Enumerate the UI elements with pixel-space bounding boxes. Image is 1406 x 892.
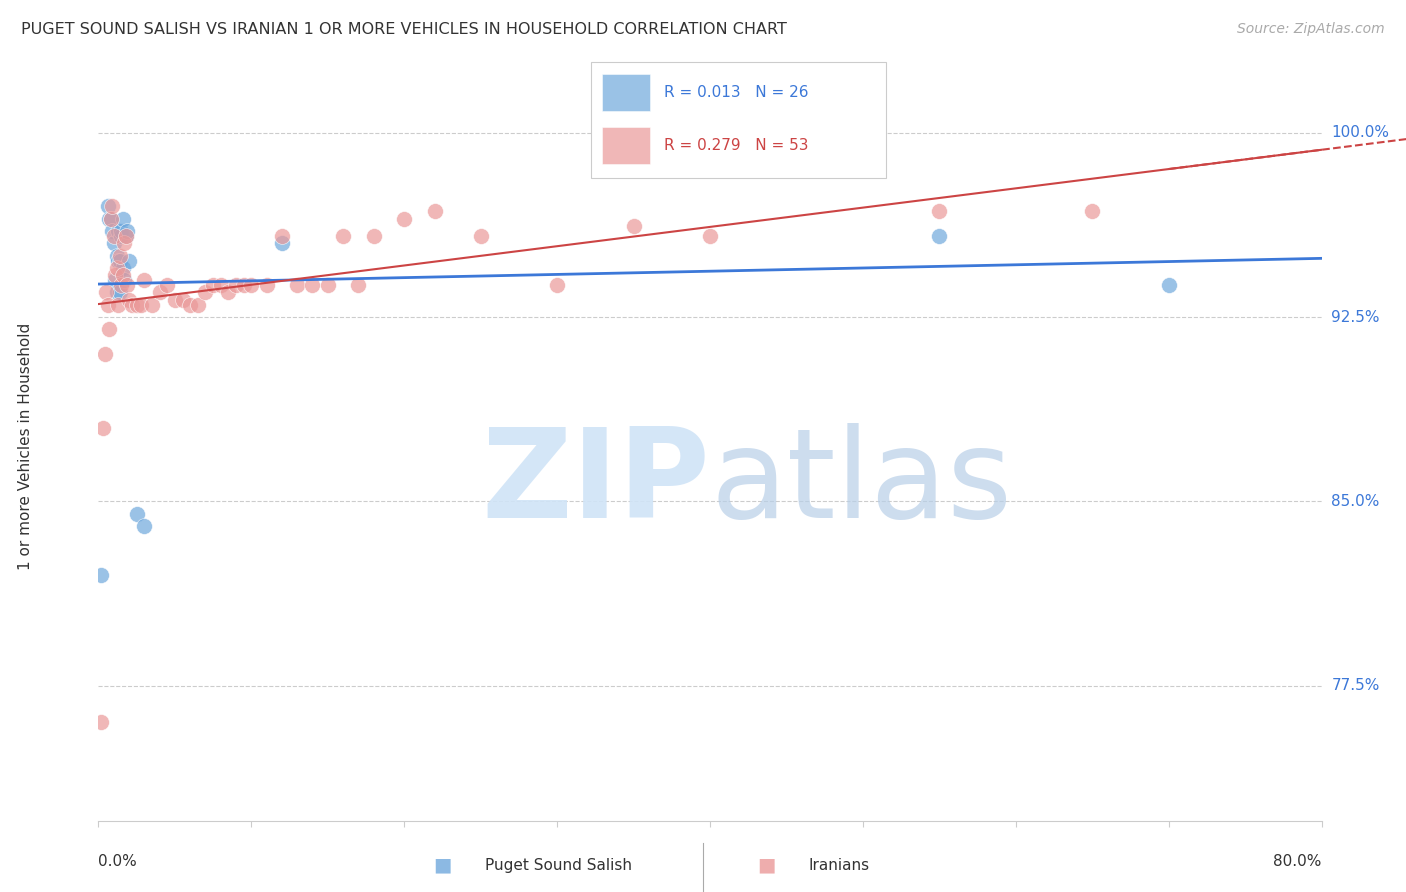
Point [209, 278, 232, 293]
Point [699, 229, 721, 244]
Point [121, 298, 143, 312]
Point [97, 298, 120, 312]
Point [103, 229, 125, 244]
Text: 77.5%: 77.5% [1331, 678, 1379, 693]
FancyBboxPatch shape [602, 128, 650, 164]
Point [134, 273, 156, 287]
Point [172, 293, 194, 307]
Text: 80.0%: 80.0% [1274, 855, 1322, 870]
Point [928, 204, 950, 219]
Point [202, 278, 225, 293]
Text: 100.0%: 100.0% [1331, 125, 1389, 140]
Point [1157, 278, 1180, 293]
Text: 92.5%: 92.5% [1331, 310, 1379, 325]
Point [928, 229, 950, 244]
Point [112, 273, 135, 287]
Point [332, 229, 354, 244]
Point [1081, 204, 1104, 219]
Point [98, 211, 121, 226]
Point [194, 285, 217, 300]
Point [101, 224, 124, 238]
Point [125, 507, 148, 521]
Point [270, 229, 292, 244]
Point [256, 278, 278, 293]
FancyBboxPatch shape [591, 62, 886, 178]
Point [270, 236, 292, 251]
Text: Iranians: Iranians [808, 858, 869, 872]
Point [111, 260, 134, 275]
Point [105, 249, 128, 263]
Point [110, 224, 132, 238]
Point [347, 278, 370, 293]
Text: 0.0%: 0.0% [98, 855, 138, 870]
Point [105, 260, 128, 275]
Text: Puget Sound Salish: Puget Sound Salish [485, 858, 633, 872]
Text: ■: ■ [756, 855, 776, 875]
Point [112, 236, 135, 251]
Point [108, 249, 131, 263]
Point [163, 293, 186, 307]
Point [156, 278, 179, 293]
Text: 1 or more Vehicles in Household: 1 or more Vehicles in Household [17, 322, 32, 570]
Point [316, 278, 339, 293]
Text: 85.0%: 85.0% [1331, 494, 1379, 508]
Text: Source: ZipAtlas.com: Source: ZipAtlas.com [1237, 22, 1385, 37]
Point [115, 229, 138, 244]
Point [93, 347, 115, 361]
Point [110, 229, 132, 244]
FancyBboxPatch shape [602, 74, 650, 112]
Text: ZIP: ZIP [481, 423, 710, 544]
Point [115, 229, 138, 244]
Point [98, 322, 121, 336]
Point [285, 278, 308, 293]
Point [423, 204, 446, 219]
Point [546, 278, 568, 293]
Point [240, 278, 263, 293]
Point [108, 285, 131, 300]
Point [187, 298, 209, 312]
Point [470, 229, 492, 244]
Point [104, 268, 127, 283]
Point [125, 298, 148, 312]
Point [134, 519, 156, 533]
Point [100, 211, 122, 226]
Point [217, 285, 239, 300]
Point [101, 199, 124, 213]
Point [232, 278, 254, 293]
Text: R = 0.013   N = 26: R = 0.013 N = 26 [665, 85, 808, 100]
Point [117, 224, 139, 238]
Point [225, 278, 247, 293]
Point [117, 278, 139, 293]
Point [107, 298, 129, 312]
Text: R = 0.279   N = 53: R = 0.279 N = 53 [665, 138, 808, 153]
Text: atlas: atlas [710, 423, 1012, 544]
Point [179, 298, 201, 312]
Point [90, 568, 112, 582]
Point [111, 268, 134, 283]
Point [104, 273, 127, 287]
Point [141, 298, 163, 312]
Point [111, 211, 134, 226]
Point [392, 211, 416, 226]
Point [97, 199, 120, 213]
Point [129, 298, 152, 312]
Point [301, 278, 323, 293]
Point [91, 420, 114, 434]
Point [118, 253, 141, 268]
Point [90, 715, 112, 730]
Point [100, 211, 122, 226]
Point [363, 229, 385, 244]
Point [107, 224, 129, 238]
Point [107, 253, 129, 268]
Point [103, 236, 125, 251]
Point [108, 253, 131, 268]
Point [118, 293, 141, 307]
Text: PUGET SOUND SALISH VS IRANIAN 1 OR MORE VEHICLES IN HOUSEHOLD CORRELATION CHART: PUGET SOUND SALISH VS IRANIAN 1 OR MORE … [21, 22, 787, 37]
Text: ■: ■ [433, 855, 453, 875]
Point [623, 219, 645, 234]
Point [149, 285, 172, 300]
Point [94, 285, 117, 300]
Point [110, 278, 132, 293]
Point [105, 285, 128, 300]
